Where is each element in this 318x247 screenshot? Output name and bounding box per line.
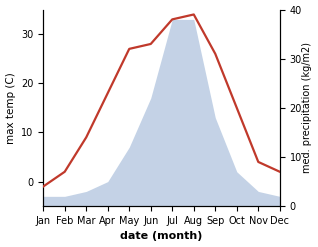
Y-axis label: max temp (C): max temp (C) xyxy=(5,72,16,144)
Y-axis label: med. precipitation (kg/m2): med. precipitation (kg/m2) xyxy=(302,42,313,173)
X-axis label: date (month): date (month) xyxy=(120,231,203,242)
